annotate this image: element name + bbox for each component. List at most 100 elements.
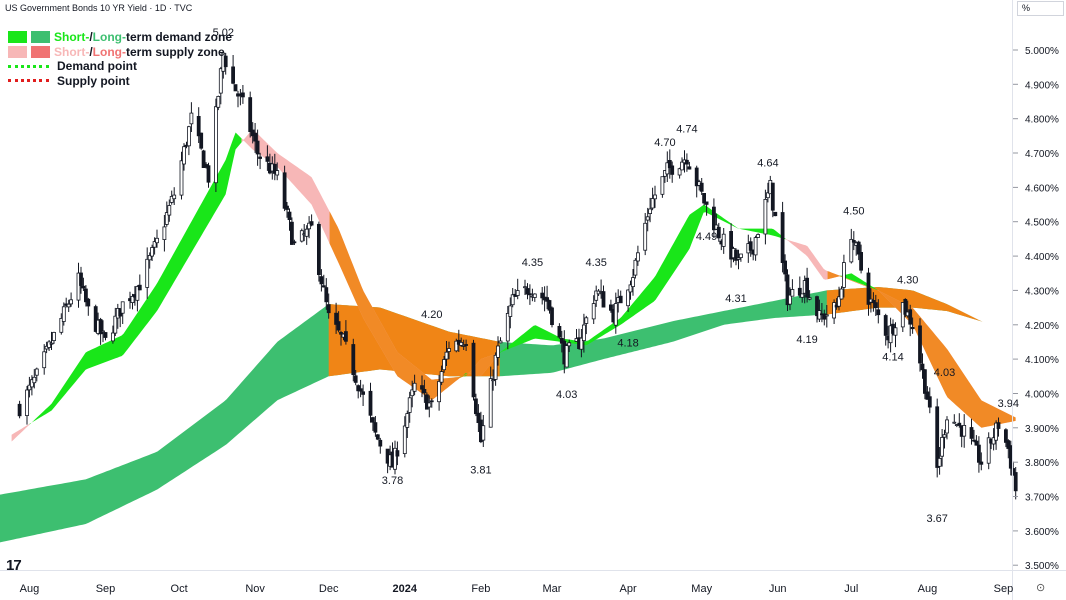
candle [1013,467,1018,500]
candle-body [410,389,415,397]
candle-body [442,359,447,371]
candle [942,429,947,449]
candle-body [101,330,105,333]
candle-body [343,331,348,342]
candle-body [481,425,486,441]
candle-body [285,205,289,210]
candle-body [618,295,623,304]
candle-body [253,132,258,142]
candle [258,152,263,170]
candle [883,313,888,346]
candle [343,320,348,345]
price-annotation: 5.02 [213,27,234,39]
candle-body [650,198,655,209]
candle [199,132,204,150]
settings-icon[interactable]: ⊙ [1036,582,1046,594]
candle [753,235,758,261]
candle-body [873,302,878,309]
candle-body [680,161,684,171]
supply-point-marker [8,79,49,83]
candle-body [66,303,71,308]
price-annotation: 4.74 [676,123,697,135]
candle [29,375,34,396]
candle [680,157,684,171]
candle-body [218,68,223,94]
candle [694,165,699,198]
candle-body [427,402,432,408]
candle-body [61,306,66,322]
candle [685,153,689,172]
candle-body [1008,445,1013,469]
candle-body [213,106,218,184]
candle-body [986,437,991,464]
candle-body [564,345,569,368]
candle [822,309,827,326]
candle [510,288,515,308]
candle-body [287,211,292,221]
candle-body [86,298,91,307]
candle-body [748,241,753,251]
candle [370,416,375,431]
candle [800,293,805,303]
candle [660,176,665,198]
candle [395,441,400,466]
candle-body [633,259,638,276]
price-scale-unit[interactable]: % [1017,1,1064,16]
x-tick-label: Mar [543,583,562,595]
candle-body [491,379,496,382]
candle-body [1011,468,1016,476]
candle [49,331,54,350]
x-tick-label: Oct [171,583,188,595]
candle-body [368,390,373,416]
candle-body [528,293,532,296]
candle-body [424,394,429,410]
candle-body [113,315,118,334]
candle-body [660,176,665,195]
candle [289,217,294,245]
legend-supply-long: Long- [92,44,126,59]
tradingview-logo-icon[interactable]: 17 [6,557,22,574]
candle-body [935,406,940,468]
candle-body [47,341,51,348]
candle [375,434,380,441]
candle [986,432,991,470]
candle [969,418,974,445]
candle-body [299,230,304,242]
candle-body [130,295,135,303]
candle-body [665,162,670,175]
chart-title: US Government Bonds 10 YR Yield · 1D · T… [5,3,193,13]
candle [103,332,108,341]
candle [358,379,363,398]
candle-body [162,226,167,240]
legend-demand-point: Demand point [8,59,232,74]
price-annotation: 4.49 [696,231,717,243]
candle [473,393,478,417]
candle-body [429,400,434,403]
candle-body [883,315,888,336]
candle [770,182,775,218]
candle [373,416,378,437]
y-tick-label: 4.300% [1025,286,1059,297]
candle [994,420,998,450]
price-annotation: 4.31 [725,293,746,305]
candle-body [763,198,768,235]
candle [201,149,206,168]
candle-body [687,166,692,170]
candle [908,304,913,337]
candle [712,198,716,238]
candle [628,280,633,300]
candle [152,237,157,255]
candle-body [584,317,589,324]
candle [716,222,721,242]
candle [304,225,309,245]
candle [164,201,169,227]
candle-body [780,212,785,263]
candle-body [903,298,908,315]
candle-body [613,303,618,326]
demand-point-marker [8,64,49,68]
candle-body [1004,429,1008,443]
candle [785,269,790,311]
candle-body [807,297,812,300]
candle-body [179,160,184,196]
